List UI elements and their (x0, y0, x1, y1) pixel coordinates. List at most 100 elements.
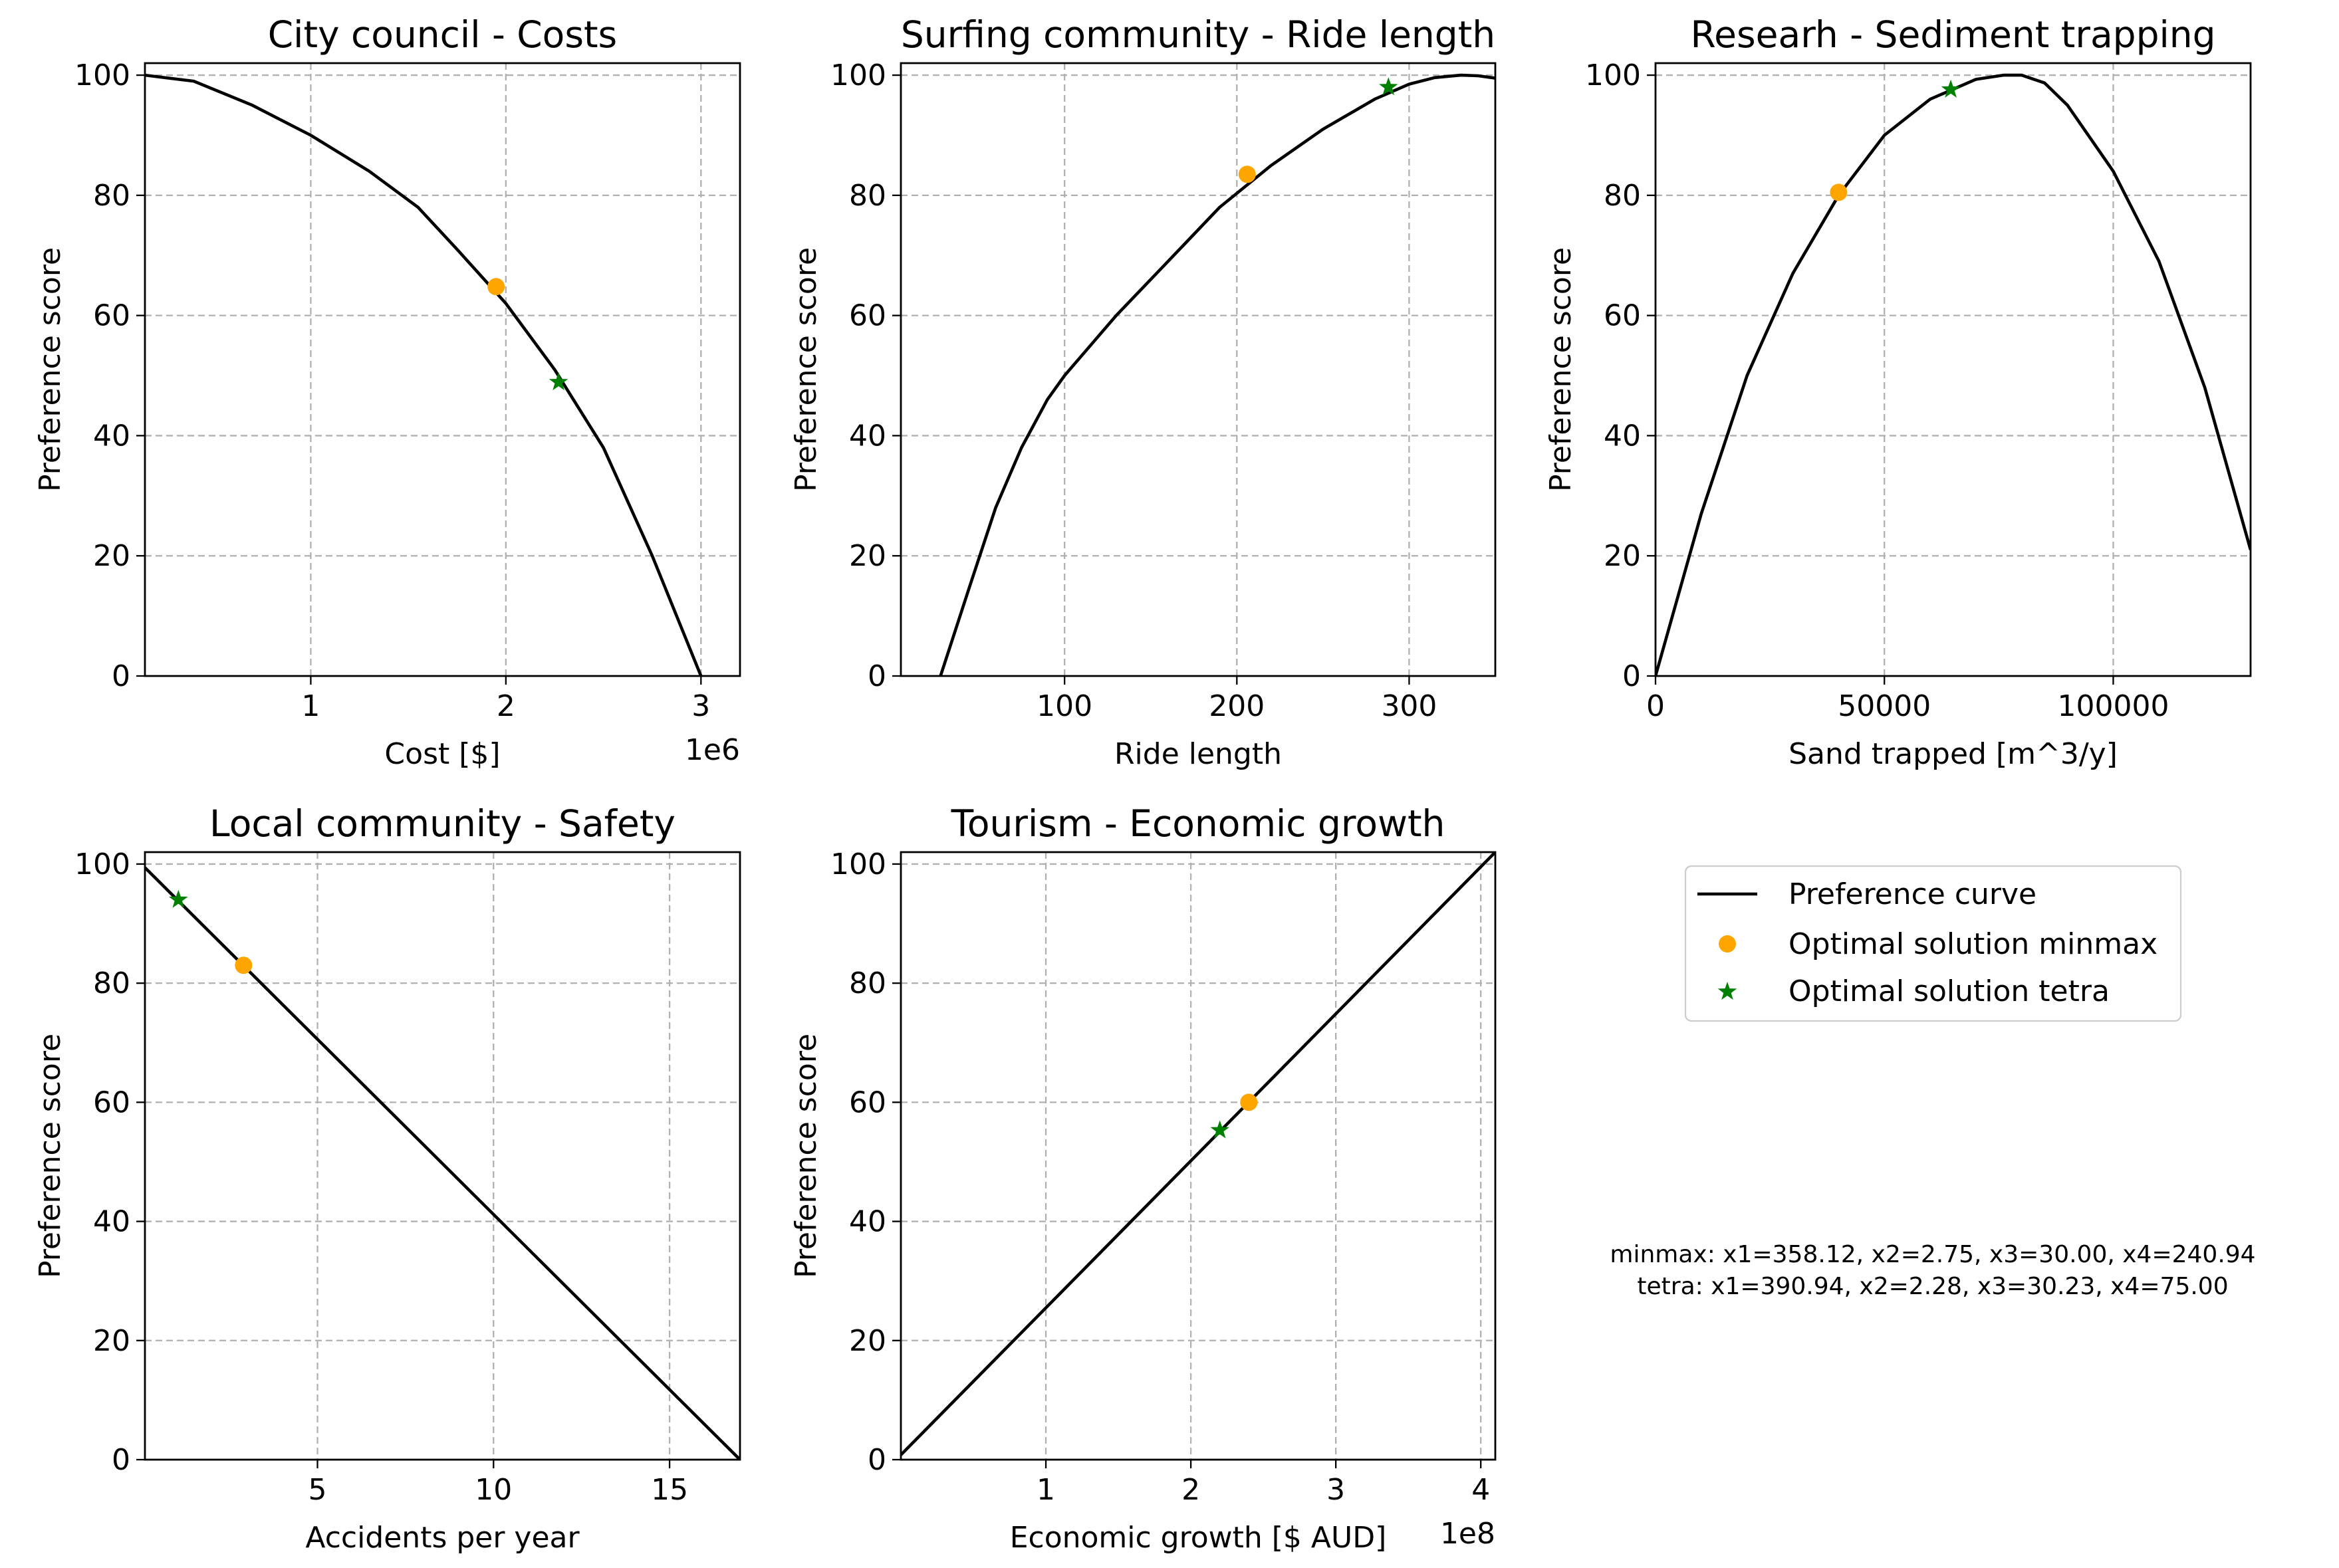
y-tick-label: 40 (1604, 419, 1641, 453)
x-offset-label: 1e6 (685, 733, 740, 767)
y-tick-label: 60 (849, 299, 886, 333)
legend-star-icon (1717, 982, 1737, 1000)
y-tick-label: 0 (868, 659, 886, 693)
x-tick-label: 2 (1181, 1473, 1200, 1507)
x-tick-label: 1 (301, 689, 320, 723)
y-tick-label: 80 (849, 966, 886, 1000)
axes-frame (144, 851, 741, 1461)
y-axis-label: Preference score (1544, 247, 1578, 492)
subplot-title: City council - Costs (268, 13, 617, 56)
x-tick-label: 2 (497, 689, 515, 723)
y-tick-label: 100 (74, 58, 130, 92)
y-tick-label: 40 (93, 419, 130, 453)
y-tick-label: 0 (868, 1443, 886, 1477)
y-axis-label: Preference score (33, 247, 67, 492)
legend-circle-icon (1719, 935, 1736, 952)
y-tick-label: 60 (1604, 299, 1641, 333)
x-tick-label: 3 (691, 689, 710, 723)
x-tick-label: 100 (1037, 689, 1092, 723)
y-tick-label: 40 (93, 1205, 130, 1239)
x-tick-label: 15 (651, 1473, 688, 1507)
x-tick-label: 0 (1646, 689, 1665, 723)
y-tick-label: 60 (93, 1085, 130, 1119)
y-tick-label: 20 (93, 1324, 130, 1358)
x-tick-label: 4 (1471, 1473, 1490, 1507)
x-tick-label: 3 (1326, 1473, 1345, 1507)
y-tick-label: 100 (830, 847, 886, 881)
minmax-point (487, 278, 505, 296)
y-tick-label: 80 (849, 179, 886, 213)
tetra-point (169, 889, 188, 908)
tetra-point (1941, 79, 1961, 98)
preference-curve (1656, 73, 2251, 676)
x-axis-label: Economic growth [$ AUD] (1010, 1521, 1387, 1555)
y-axis-label: Preference score (789, 247, 823, 492)
x-tick-label: 50000 (1838, 689, 1931, 723)
note-line-minmax: minmax: x1=358.12, x2=2.75, x3=30.00, x4… (1610, 1241, 2255, 1268)
y-tick-label: 40 (849, 419, 886, 453)
legend-label-curve: Preference curve (1788, 877, 2036, 911)
x-tick-label: 1 (1037, 1473, 1055, 1507)
y-tick-label: 100 (74, 847, 130, 881)
x-tick-label: 5 (308, 1473, 326, 1507)
subplot-title: Surfing community - Ride length (901, 13, 1495, 56)
x-tick-label: 300 (1381, 689, 1437, 723)
legend-label-tetra: Optimal solution tetra (1788, 974, 2110, 1008)
y-tick-label: 40 (849, 1205, 886, 1239)
x-axis-label: Sand trapped [m^3/y] (1788, 737, 2118, 771)
legend: Preference curve Optimal solution minmax… (1684, 865, 2182, 1022)
axes-frame (900, 851, 1497, 1461)
x-axis-label: Ride length (1114, 737, 1282, 771)
x-tick-label: 100000 (2057, 689, 2169, 723)
tetra-point (1379, 77, 1398, 96)
y-tick-label: 60 (849, 1085, 886, 1119)
y-tick-label: 80 (93, 179, 130, 213)
y-tick-label: 80 (1604, 179, 1641, 213)
y-tick-label: 20 (849, 1324, 886, 1358)
preference-curve (901, 852, 1495, 1456)
y-tick-label: 80 (93, 966, 130, 1000)
minmax-point (235, 956, 253, 974)
subplot-3: 0 50000 100000 0 20 40 60 80 100 Researh - Sedime… (1544, 13, 2252, 771)
legend-label-minmax: Optimal solution minmax (1788, 927, 2157, 961)
solution-note: minmax: x1=358.12, x2=2.75, x3=30.00, x4… (1610, 1241, 2255, 1300)
subplot-1: 1 2 3 0 20 40 60 80 100 City council - Costs Cost … (33, 13, 741, 771)
preference-curve (145, 73, 703, 676)
x-offset-label: 1e8 (1440, 1517, 1495, 1551)
subplot-2: 100 200 300 0 20 40 60 80 100 Surfing community -… (789, 13, 1497, 771)
y-tick-label: 20 (93, 539, 130, 573)
y-tick-label: 20 (1604, 539, 1641, 573)
tetra-point (1210, 1120, 1229, 1139)
preference-curve (939, 73, 1495, 676)
x-axis-label: Cost [$] (384, 737, 500, 771)
minmax-point (1238, 166, 1256, 183)
y-tick-label: 100 (830, 58, 886, 92)
tetra-point (549, 372, 568, 391)
minmax-point (1830, 183, 1848, 201)
note-line-tetra: tetra: x1=390.94, x2=2.28, x3=30.23, x4=… (1637, 1273, 2228, 1300)
minmax-point (1240, 1093, 1258, 1111)
y-tick-label: 0 (112, 1443, 130, 1477)
x-tick-label: 10 (475, 1473, 512, 1507)
axes-frame (1654, 62, 2252, 677)
subplot-4: 5 10 15 0 20 40 60 80 100 Local community - Safet… (33, 802, 741, 1555)
subplot-title: Researh - Sediment trapping (1690, 13, 2215, 56)
axes-frame (900, 62, 1497, 677)
y-tick-label: 20 (849, 539, 886, 573)
subplot-title: Tourism - Economic growth (951, 802, 1445, 845)
subplot-title: Local community - Safety (209, 802, 676, 845)
x-tick-label: 200 (1209, 689, 1265, 723)
x-axis-label: Accidents per year (305, 1521, 580, 1555)
y-tick-label: 0 (1622, 659, 1641, 693)
y-axis-label: Preference score (789, 1034, 823, 1278)
y-tick-label: 100 (1585, 58, 1641, 92)
legend-frame (1684, 865, 2182, 1022)
axes-frame (144, 62, 741, 677)
y-tick-label: 0 (112, 659, 130, 693)
y-tick-label: 60 (93, 299, 130, 333)
y-axis-label: Preference score (33, 1034, 67, 1278)
